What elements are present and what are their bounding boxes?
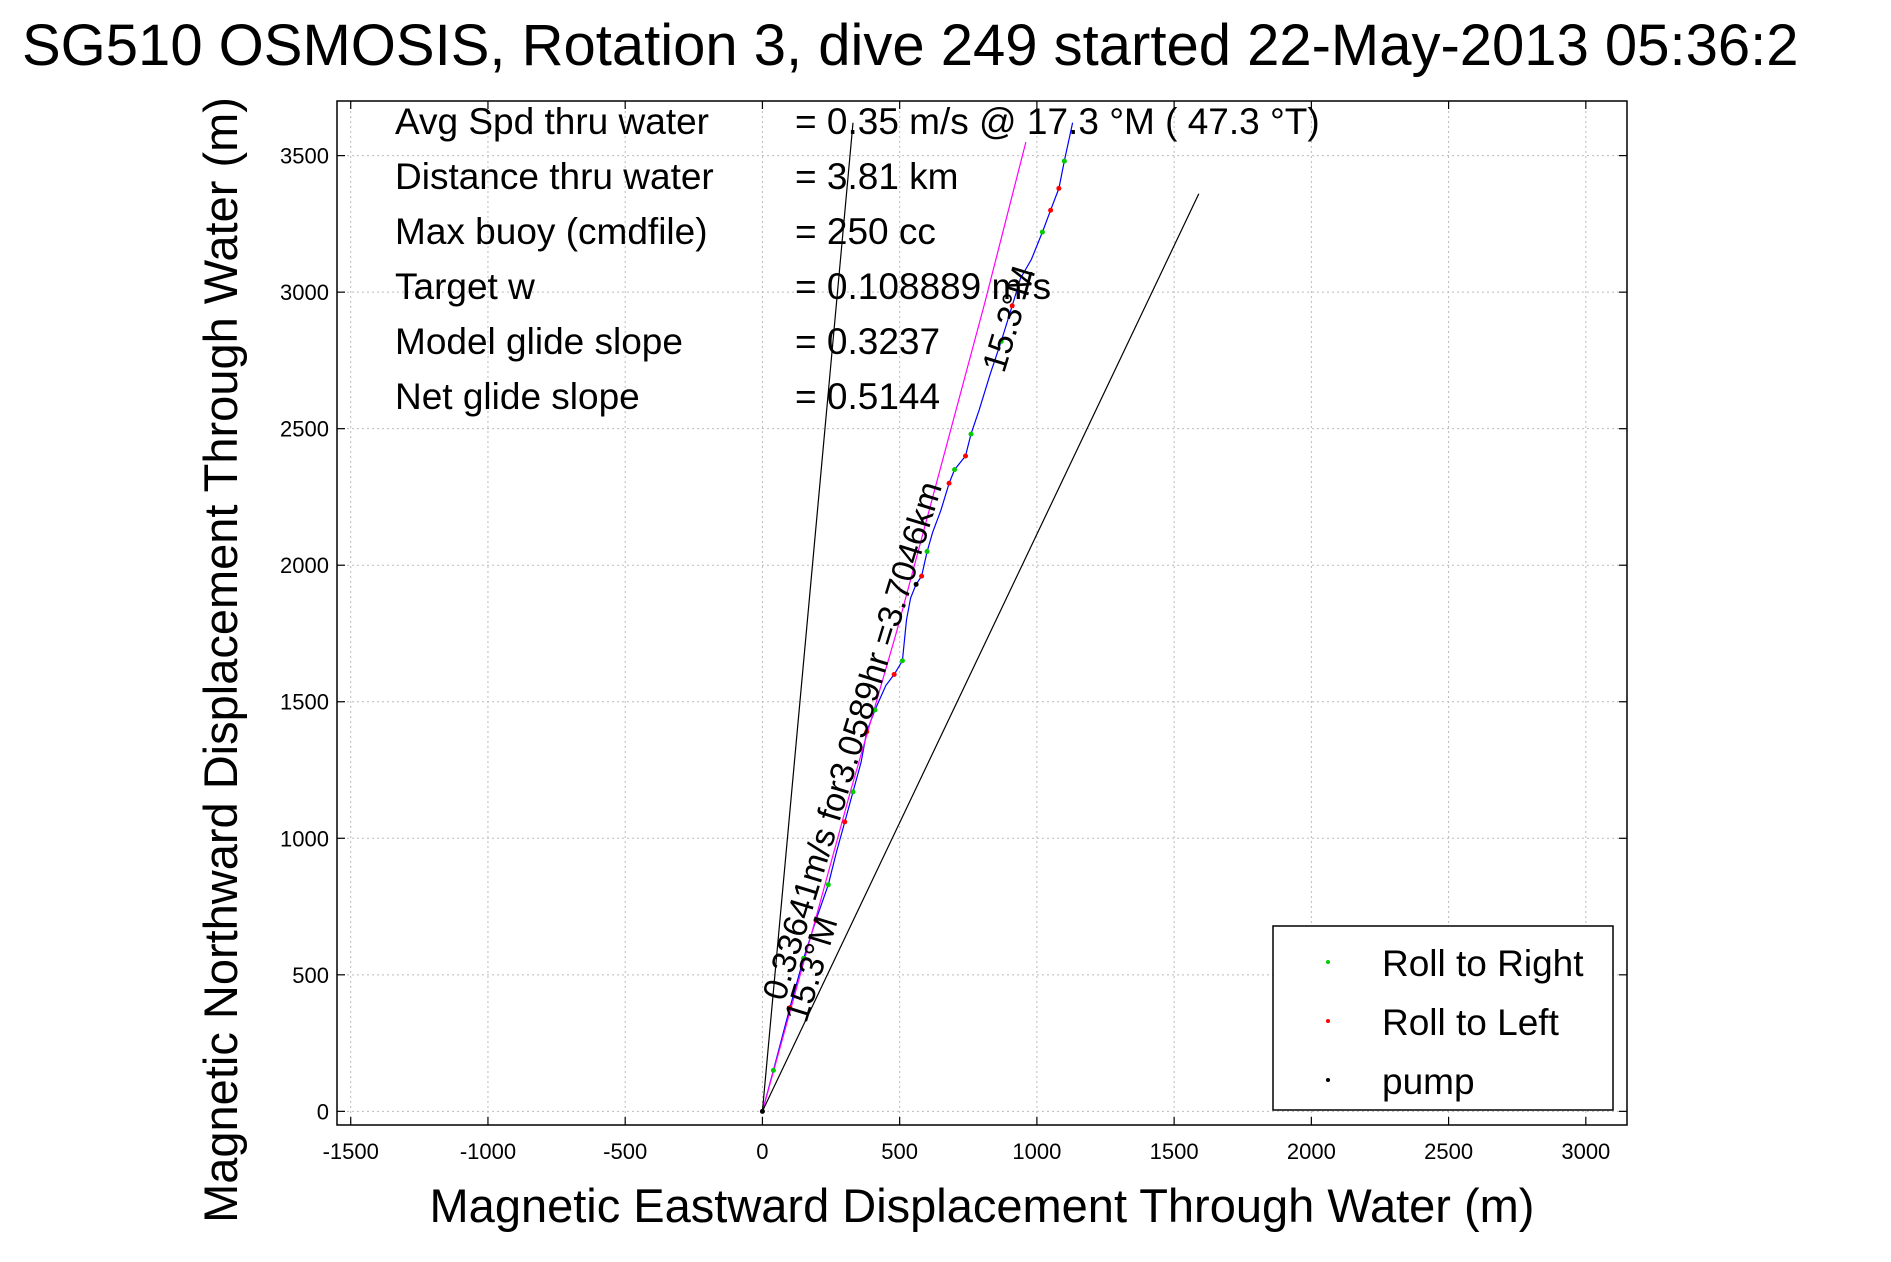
y-tick-label: 3500 [280,144,329,169]
series-line [761,122,854,1112]
marker-right [872,707,878,713]
marker-pump [759,1108,765,1114]
legend-label: Roll to Left [1382,1002,1560,1043]
marker-left [787,1005,793,1011]
marker-right [770,1067,776,1073]
x-tick-label: 500 [881,1139,918,1164]
stat-label: Avg Spd thru water [395,101,709,142]
marker-right [850,789,856,795]
y-tick-label: 2000 [280,553,329,578]
y-tick-label: 3000 [280,280,329,305]
stat-label: Max buoy (cmdfile) [395,211,708,252]
marker-left [1056,185,1062,191]
marker-left [813,917,819,923]
legend-label: Roll to Right [1382,943,1584,984]
stat-label: Net glide slope [395,376,640,417]
marker-right [998,338,1004,344]
stat-value: = 0.35 m/s @ 17.3 °M ( 47.3 °T) [795,101,1320,142]
x-tick-label: 0 [756,1139,768,1164]
marker-layer [759,158,1067,1114]
marker-right [952,467,958,473]
annotation-text: 0.33641m/s for3.0589hr =3.7046km [756,477,950,1004]
stat-value: = 0.3237 [795,321,940,362]
y-tick-label: 1500 [280,690,329,715]
marker-right [801,955,807,961]
marker-left [946,480,952,486]
series-line [761,141,1027,1112]
stat-label: Model glide slope [395,321,683,362]
y-tick-label: 2500 [280,417,329,442]
stat-value: = 250 cc [795,211,936,252]
marker-right [825,882,831,888]
x-tick-label: -1000 [460,1139,516,1164]
x-axis-label: Magnetic Eastward Displacement Through W… [430,1179,1535,1232]
marker-left [1009,303,1015,309]
marker-left [842,819,848,825]
x-tick-label: -1500 [323,1139,379,1164]
marker-right [968,431,974,437]
stat-value: = 0.108889 m/s [795,266,1051,307]
y-axis-label: Magnetic Northward Displacement Through … [194,97,247,1223]
stats-box: Avg Spd thru water = 0.35 m/s @ 17.3 °M (… [395,101,1320,417]
x-tick-label: 3000 [1561,1139,1610,1164]
marker-left [1048,207,1054,213]
legend: Roll to Right Roll to Left pump [1272,925,1614,1111]
x-tick-label: -500 [603,1139,647,1164]
stat-value: = 3.81 km [795,156,959,197]
ticks: -1500 -1000 -500 0 500 1000 1500 2000 2500 3000 0 5… [280,101,1627,1164]
legend-marker [1326,1078,1330,1082]
legend-marker [1326,960,1330,964]
marker-left [891,671,897,677]
marker-left [864,729,870,735]
x-tick-label: 1500 [1150,1139,1199,1164]
legend-marker [1326,1019,1330,1023]
grid [337,101,1627,1125]
chart-title: SG510 OSMOSIS, Rotation 3, dive 249 star… [22,13,1798,78]
x-tick-label: 2500 [1424,1139,1473,1164]
marker-left [919,573,925,579]
y-tick-label: 500 [292,963,329,988]
x-tick-label: 1000 [1012,1139,1061,1164]
marker-right [1061,158,1067,164]
x-tick-label: 2000 [1287,1139,1336,1164]
marker-left [963,453,969,459]
y-tick-label: 1000 [280,826,329,851]
y-tick-label: 0 [317,1099,329,1124]
series-line [761,193,1200,1112]
legend-label: pump [1382,1061,1475,1102]
marker-right [924,549,930,555]
stat-label: Target w [395,266,535,307]
stat-label: Distance thru water [395,156,714,197]
marker-pump [913,581,919,587]
marker-right [899,658,905,664]
marker-right [1039,229,1045,235]
stat-value: = 0.5144 [795,376,940,417]
plot-area [336,100,1628,1126]
